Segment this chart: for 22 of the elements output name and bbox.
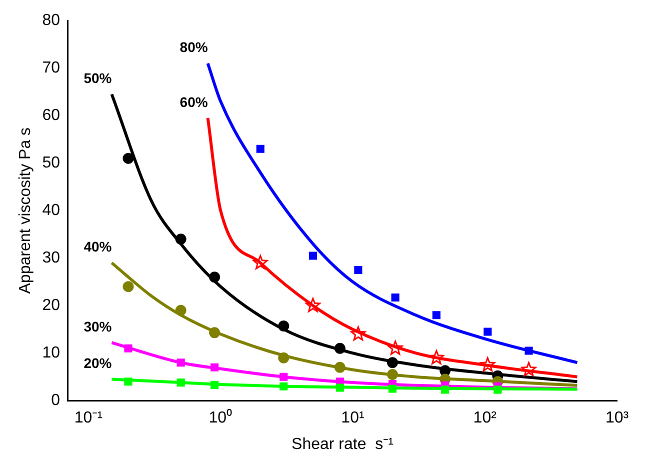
y-tick-label: 40 [42, 202, 60, 220]
y-tick-label: 80 [42, 12, 60, 30]
series-label: 20% [84, 355, 112, 372]
x-tick-label: 10⁰ [208, 408, 232, 427]
series-label: 50% [84, 70, 112, 86]
x-tick-label: 10³ [605, 410, 630, 427]
y-tick-label: 50 [42, 154, 60, 172]
y-tick-label: 70 [42, 60, 60, 77]
y-tick-label: 30 [42, 250, 60, 267]
x-axis-title: Shear rate s⁻¹ [292, 436, 394, 453]
y-tick-label: 0 [51, 392, 60, 410]
series-label: 80% [180, 39, 208, 56]
y-axis-title: Apparent viscosity Pa s [17, 127, 34, 294]
x-tick-label: 10¹ [341, 410, 364, 427]
y-tick-label: 60 [42, 107, 60, 124]
x-tick-label: 10² [473, 410, 498, 427]
series-label: 30% [84, 318, 112, 335]
series-label: 40% [84, 238, 112, 255]
series-label: 60% [180, 94, 208, 110]
y-tick-label: 10 [42, 344, 60, 362]
y-tick-label: 20 [42, 297, 60, 314]
x-tick-label: 10⁻¹ [74, 410, 103, 427]
